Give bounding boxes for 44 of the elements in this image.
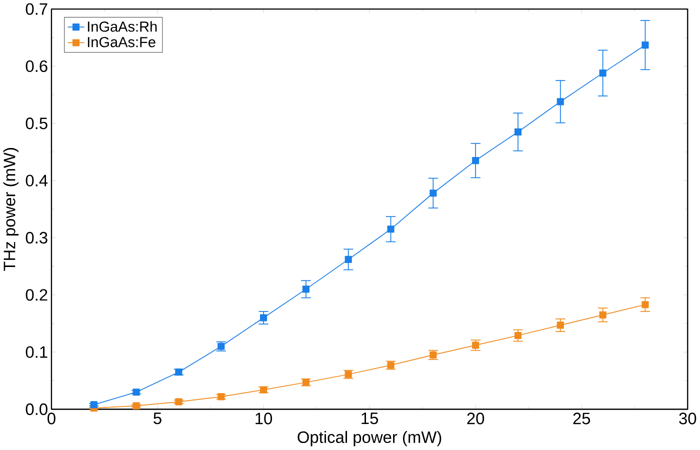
x-tick-label: 20 xyxy=(467,412,484,425)
point xyxy=(302,379,310,386)
y-tick-label: 0.1 xyxy=(26,346,48,358)
point xyxy=(387,226,394,233)
point xyxy=(642,301,649,308)
y-tick-label: 0.6 xyxy=(26,60,48,72)
point xyxy=(344,256,352,264)
point xyxy=(430,190,437,197)
y-tick-label: 0.5 xyxy=(26,118,48,130)
y-tick-label: 0.2 xyxy=(26,289,48,301)
y-tick-label: 0.3 xyxy=(26,232,48,244)
point xyxy=(556,98,564,106)
point xyxy=(642,42,649,49)
x-tick-label: 15 xyxy=(362,412,378,424)
point xyxy=(218,393,225,400)
point xyxy=(514,128,522,136)
y-tick-label: 0.7 xyxy=(26,3,48,16)
point xyxy=(90,401,98,408)
y-axis-title: THz power (mW) xyxy=(3,148,19,272)
y-tick-label: 0.4 xyxy=(26,174,48,187)
point xyxy=(175,368,182,376)
x-tick-label: 5 xyxy=(154,412,162,424)
point xyxy=(556,322,564,329)
point xyxy=(599,70,606,77)
point xyxy=(599,312,606,319)
point xyxy=(132,388,140,396)
point xyxy=(387,362,394,370)
point xyxy=(260,386,268,394)
y-tick-label: 0.0 xyxy=(26,404,48,416)
point xyxy=(344,371,352,378)
point xyxy=(514,332,522,340)
x-tick-label: 0 xyxy=(48,412,56,425)
legend-label: InGaAs:Fe xyxy=(88,37,156,48)
legend-label: InGaAs:Rh xyxy=(88,21,157,32)
x-tick-label: 25 xyxy=(573,412,590,425)
point xyxy=(175,398,182,406)
x-axis-title: Optical power (mW) xyxy=(298,431,442,447)
point xyxy=(260,314,268,322)
point xyxy=(472,342,480,349)
point xyxy=(302,286,310,293)
point xyxy=(132,402,140,410)
point xyxy=(472,157,480,164)
x-tick-label: 10 xyxy=(256,412,272,425)
x-tick-label: 30 xyxy=(679,412,696,425)
